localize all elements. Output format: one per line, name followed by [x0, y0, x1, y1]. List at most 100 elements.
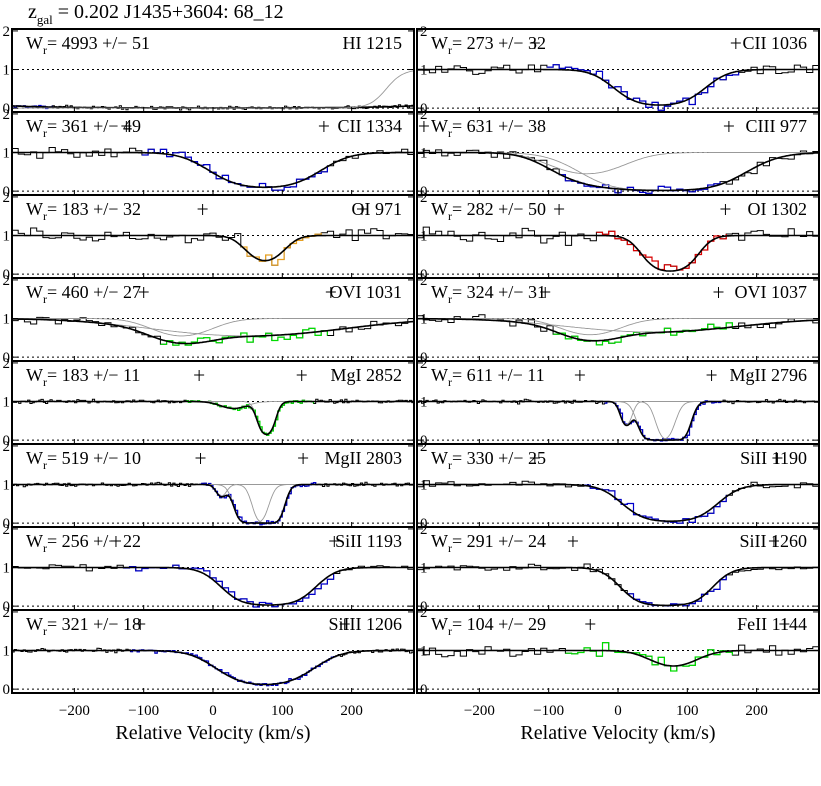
component-curve	[417, 401, 819, 426]
y-tick-label: 2	[3, 522, 11, 538]
equivalent-width-label: Wr= 611 +/− 11	[431, 365, 545, 389]
panel-oi-1302: 0 1 2Wr= 282 +/− 50 OI 1302	[416, 190, 820, 283]
fit-curve	[417, 317, 819, 342]
component-curve	[12, 70, 414, 109]
fit-curve	[12, 234, 414, 262]
y-tick-label: 1	[3, 395, 11, 411]
equivalent-width-label: Wr= 330 +/− 25	[431, 448, 546, 472]
ion-label: CII 1036	[743, 33, 808, 53]
x-tick-label: 0	[614, 703, 622, 719]
y-tick-label: 2	[420, 439, 428, 455]
spectrum-line	[417, 642, 819, 672]
x-axis-label: Relative Velocity (km/s)	[520, 722, 715, 744]
component-curve	[417, 152, 819, 191]
y-tick-label: 1	[420, 644, 428, 660]
x-tick-label: 100	[676, 703, 699, 719]
x-tick-label: −200	[59, 703, 90, 719]
panel-cii-1036: 0 1 2Wr= 273 +/− 32 CII 1036	[416, 24, 820, 117]
x-tick-label: 200	[340, 703, 363, 719]
x-tick-label: 200	[745, 703, 768, 719]
velocity-tick-mark	[706, 370, 717, 381]
y-tick-label: 1	[3, 478, 11, 494]
ion-label: CIII 977	[746, 116, 808, 136]
panel-cii-1334: 0 1 2 Wr= 361 +/− 49 CII 1334	[3, 107, 415, 200]
y-tick-label: 1	[3, 644, 11, 660]
y-tick-label: 0	[420, 599, 428, 615]
panel-mgii-2803: 0 1 2 Wr= 519 +/− 10 MgII 2803	[3, 439, 415, 532]
velocity-tick-mark	[138, 287, 149, 298]
fit-region-spectrum	[186, 399, 315, 436]
panel-feii-1144: 0 1 2Wr= 104 +/− 29 FeII 1144	[416, 605, 820, 698]
panel-siiii-1206: 0 1 2 Wr= 321 +/− 18 SiIII 1206	[3, 605, 415, 698]
ion-label: SiII 1190	[740, 448, 807, 468]
y-tick-label: 1	[420, 312, 428, 328]
fit-curve	[417, 566, 819, 607]
x-tick-label: 100	[271, 703, 294, 719]
y-tick-label: 2	[420, 605, 428, 621]
velocity-tick-mark	[585, 619, 596, 630]
y-tick-label: 2	[3, 107, 11, 123]
y-tick-label: 1	[420, 63, 428, 79]
velocity-tick-mark	[723, 121, 734, 132]
fit-region-spectrum	[553, 322, 733, 346]
y-tick-label: 1	[420, 478, 428, 494]
velocity-tick-mark	[574, 370, 585, 381]
fit-region-spectrum	[559, 174, 721, 194]
y-tick-label: 1	[420, 229, 428, 245]
x-tick-label: −200	[464, 703, 495, 719]
velocity-tick-mark	[772, 453, 783, 464]
velocity-tick-mark	[529, 453, 540, 464]
spectrum-line	[417, 480, 819, 524]
fit-curve	[12, 566, 414, 606]
ion-label: MgII 2803	[325, 448, 403, 468]
x-axes: −200 −100 0 100 200 Relative Velocity (km/s) −…	[59, 703, 768, 744]
y-tick-label: 0	[420, 433, 428, 449]
panel-mgii-2796: 0 1 2Wr= 611 +/− 11 MgII 2796	[416, 356, 820, 449]
velocity-tick-mark	[730, 38, 741, 49]
spectrum-line	[12, 147, 414, 191]
y-tick-label: 1	[3, 312, 11, 328]
y-tick-label: 2	[3, 439, 11, 455]
y-tick-label: 1	[3, 229, 11, 245]
x-tick-label: 0	[209, 703, 217, 719]
fit-region-spectrum	[596, 230, 727, 271]
equivalent-width-label: Wr= 324 +/− 31	[431, 282, 546, 306]
fit-curve	[417, 151, 819, 192]
spectrum-line	[12, 564, 414, 608]
equivalent-width-label: Wr= 273 +/− 32	[431, 33, 546, 57]
y-tick-label: 2	[3, 605, 11, 621]
title-z-subscript: gal	[37, 12, 53, 27]
fit-curve	[12, 483, 414, 524]
fit-curve	[12, 400, 414, 436]
y-tick-label: 1	[420, 146, 428, 162]
y-tick-label: 0	[3, 267, 11, 283]
y-tick-label: 1	[3, 146, 11, 162]
velocity-tick-mark	[318, 121, 329, 132]
equivalent-width-label: Wr= 361 +/− 49	[26, 116, 141, 140]
equivalent-width-label: Wr= 104 +/− 29	[431, 614, 546, 638]
fit-curve	[417, 483, 819, 522]
component-curve	[417, 318, 819, 336]
velocity-tick-mark	[135, 619, 146, 630]
velocity-tick-mark	[779, 619, 790, 630]
panel-ciii-977: 0 1 2Wr= 631 +/− 38 CIII 977	[416, 107, 820, 200]
y-tick-label: 2	[420, 107, 428, 123]
velocity-tick-mark	[197, 204, 208, 215]
equivalent-width-label: Wr= 519 +/− 10	[26, 448, 141, 472]
fit-region-spectrum	[160, 327, 328, 346]
velocity-tick-mark	[357, 204, 368, 215]
y-tick-label: 2	[3, 24, 11, 40]
velocity-tick-mark	[554, 204, 565, 215]
y-tick-label: 2	[420, 24, 428, 40]
velocity-tick-mark	[529, 38, 540, 49]
y-tick-label: 2	[420, 190, 428, 206]
spectrum-line	[417, 64, 819, 111]
fit-region-spectrum	[546, 64, 740, 111]
fit-curve	[417, 68, 819, 106]
velocity-tick-mark	[713, 287, 724, 298]
spectrum-line	[12, 227, 414, 266]
velocity-tick-mark	[296, 370, 307, 381]
velocity-tick-mark	[418, 121, 429, 132]
title-z-rest: = 0.202 J1435+3604: 68_12	[53, 1, 284, 23]
